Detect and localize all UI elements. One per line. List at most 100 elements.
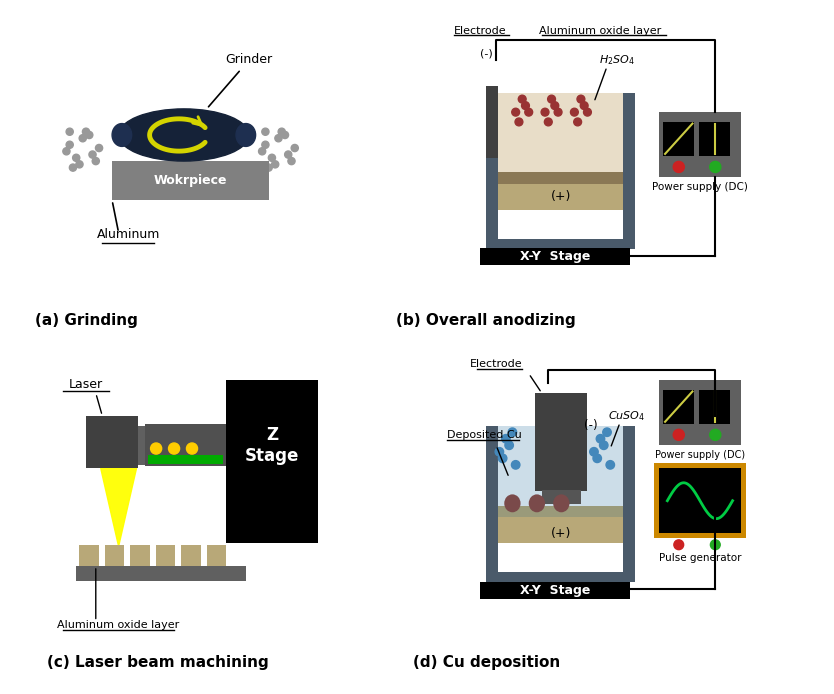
Circle shape [673, 162, 685, 173]
Circle shape [275, 135, 282, 142]
Bar [699, 390, 730, 424]
Circle shape [259, 148, 266, 155]
Bar [498, 173, 623, 184]
Bar [663, 390, 694, 424]
Circle shape [512, 108, 520, 116]
Text: Z
Stage: Z Stage [244, 426, 299, 465]
Circle shape [508, 428, 516, 437]
Bar [486, 86, 498, 158]
Circle shape [603, 428, 611, 437]
Circle shape [95, 144, 103, 151]
Text: $H_2SO_4$: $H_2SO_4$ [599, 53, 635, 67]
Circle shape [545, 118, 552, 126]
Text: (-): (-) [480, 49, 493, 58]
Text: Aluminum oxide layer: Aluminum oxide layer [58, 620, 180, 629]
Bar [76, 566, 246, 581]
Text: $CuSO_4$: $CuSO_4$ [608, 409, 646, 423]
Circle shape [511, 461, 520, 469]
Text: X-Y  Stage: X-Y Stage [520, 251, 590, 264]
Circle shape [187, 443, 198, 454]
Circle shape [278, 128, 285, 135]
Bar [659, 112, 741, 178]
Circle shape [580, 102, 588, 110]
Circle shape [590, 448, 598, 456]
Circle shape [584, 108, 591, 116]
Text: (d) Cu deposition: (d) Cu deposition [413, 654, 560, 670]
Bar [148, 455, 223, 464]
Bar [486, 239, 635, 249]
Text: X-Y  Stage: X-Y Stage [520, 584, 590, 597]
Bar [659, 468, 741, 533]
Text: (b) Overall anodizing: (b) Overall anodizing [396, 314, 576, 328]
Circle shape [89, 151, 96, 158]
Circle shape [574, 118, 581, 126]
Circle shape [291, 144, 299, 151]
Bar [663, 122, 694, 156]
Bar [655, 463, 746, 539]
Bar [138, 425, 226, 465]
Circle shape [281, 131, 289, 139]
Bar [86, 416, 138, 468]
Circle shape [79, 135, 87, 142]
Circle shape [86, 131, 93, 139]
Circle shape [151, 443, 162, 454]
Text: (+): (+) [551, 190, 571, 203]
Ellipse shape [505, 494, 520, 512]
Ellipse shape [112, 124, 132, 146]
Text: (a) Grinding: (a) Grinding [34, 314, 138, 328]
Bar [486, 92, 498, 239]
Bar [535, 393, 587, 491]
Circle shape [600, 441, 608, 450]
Circle shape [521, 102, 530, 110]
Bar [156, 545, 175, 566]
Circle shape [284, 151, 292, 158]
Circle shape [93, 158, 99, 164]
Bar [480, 582, 630, 598]
Polygon shape [101, 468, 137, 546]
Circle shape [673, 430, 685, 441]
Circle shape [596, 434, 605, 443]
Text: Electrode: Electrode [470, 359, 522, 369]
Bar [145, 424, 226, 466]
Circle shape [73, 154, 80, 162]
Ellipse shape [529, 494, 545, 512]
Circle shape [262, 141, 269, 149]
Circle shape [570, 108, 578, 116]
Bar [181, 545, 201, 566]
Circle shape [606, 461, 615, 469]
Text: Aluminum oxide layer: Aluminum oxide layer [540, 26, 661, 35]
Text: Deposited Cu: Deposited Cu [447, 430, 522, 441]
Circle shape [499, 454, 507, 463]
Bar [498, 183, 623, 210]
Bar [498, 92, 623, 184]
Bar [207, 545, 226, 566]
Circle shape [593, 454, 601, 463]
Bar [498, 425, 623, 517]
Text: Electrode: Electrode [454, 26, 506, 35]
Circle shape [541, 108, 549, 116]
Circle shape [288, 158, 295, 164]
Bar [659, 380, 741, 446]
Text: (-): (-) [584, 419, 597, 432]
Circle shape [495, 448, 504, 456]
Bar [486, 425, 498, 573]
Text: (+): (+) [551, 527, 571, 540]
Text: Wokrpiece: Wokrpiece [153, 174, 227, 187]
Bar [226, 380, 318, 543]
Text: Pulse generator: Pulse generator [659, 553, 741, 563]
Bar [498, 516, 623, 543]
Text: Aluminum: Aluminum [97, 228, 160, 241]
Text: (c) Laser beam machining: (c) Laser beam machining [47, 654, 269, 670]
Ellipse shape [236, 124, 255, 146]
Circle shape [711, 540, 721, 550]
Circle shape [577, 95, 585, 103]
Circle shape [554, 108, 562, 116]
Bar [498, 506, 623, 517]
Circle shape [548, 95, 555, 103]
Circle shape [76, 161, 83, 168]
Circle shape [265, 164, 272, 171]
Text: Grinder: Grinder [208, 53, 273, 107]
Bar [623, 425, 635, 573]
Circle shape [525, 108, 533, 116]
Bar [486, 572, 635, 582]
